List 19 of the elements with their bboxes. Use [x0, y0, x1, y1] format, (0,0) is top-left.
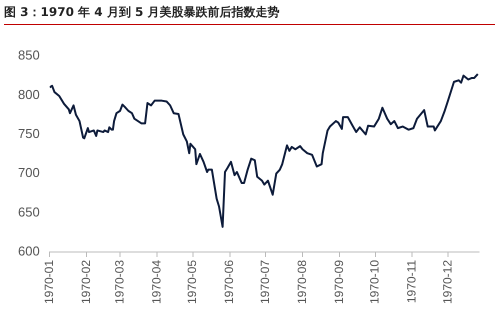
x-tick-label: 1970-04	[149, 260, 164, 304]
x-tick-label: 1970-03	[112, 260, 126, 304]
x-tick-label: 1970-07	[258, 260, 272, 304]
y-tick-label: 750	[18, 126, 40, 141]
x-tick-label: 1970-10	[368, 260, 382, 304]
y-tick-label: 600	[18, 244, 40, 259]
chart-title: 图 3：1970 年 4 月到 5 月美股暴跌前后指数走势	[4, 4, 495, 25]
y-tick-label: 850	[18, 48, 40, 63]
x-tick-label: 1970-05	[185, 260, 200, 304]
x-tick-label: 1970-11	[404, 260, 419, 304]
y-tick-label: 700	[18, 165, 40, 180]
y-tick-label: 650	[18, 204, 40, 220]
x-tick-label: 1970-02	[78, 260, 93, 304]
x-tick-label: 1970-01	[42, 260, 56, 304]
x-tick-label: 1970-08	[294, 260, 309, 304]
y-tick-label: 800	[18, 86, 40, 102]
x-tick-label: 1970-12	[440, 260, 454, 304]
x-tick-label: 1970-09	[332, 260, 346, 304]
x-tick-label: 1970-06	[222, 260, 236, 304]
